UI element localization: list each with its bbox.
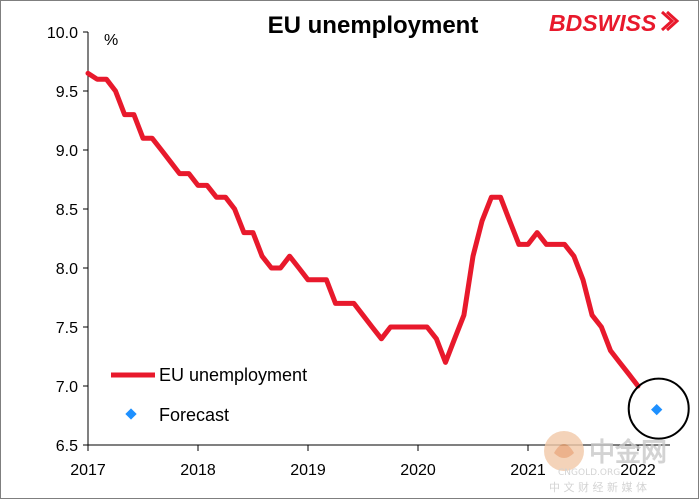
y-tick-label: 7.0 (56, 379, 78, 396)
x-axis-ticks: 2017 2018 2019 2020 2021 2022 (70, 445, 656, 479)
y-tick-label: 8.5 (56, 202, 78, 219)
y-axis-unit-label: % (104, 32, 118, 49)
y-tick-label: 9.0 (56, 143, 78, 160)
x-tick-label: 2019 (290, 462, 326, 479)
x-tick-label: 2017 (70, 462, 106, 479)
x-tick-label: 2022 (620, 462, 656, 479)
forecast-point-marker (651, 403, 663, 416)
brand-logo-text: BDSWISS (549, 10, 657, 36)
legend-swatch-forecast (125, 408, 137, 420)
watermark: 中金网 CNGOLD.ORG 中 文 财 经 新 媒 体 (544, 431, 667, 494)
watermark-name: 中金网 (589, 437, 667, 468)
y-tick-label: 10.0 (47, 25, 78, 42)
x-tick-label: 2020 (400, 462, 436, 479)
chart-title: EU unemployment (268, 12, 479, 39)
legend-label-forecast: Forecast (159, 405, 229, 425)
y-axis-ticks: 10.0 9.5 9.0 8.5 8.0 7.5 7.0 6.5 (47, 25, 88, 455)
brand-chevron-icon (660, 10, 680, 32)
series-line-eu-unemployment (85, 70, 641, 389)
brand-logo: BDSWISS (549, 10, 680, 36)
legend: EU unemployment Forecast (111, 365, 307, 425)
y-tick-label: 8.0 (56, 261, 78, 278)
y-tick-label: 6.5 (56, 438, 78, 455)
x-tick-label: 2018 (180, 462, 216, 479)
watermark-swirl-icon (554, 444, 574, 458)
legend-label-eu-unemployment: EU unemployment (159, 365, 307, 385)
x-tick-label: 2021 (510, 462, 546, 479)
watermark-domain: CNGOLD.ORG (558, 468, 620, 478)
y-tick-label: 9.5 (56, 84, 78, 101)
forecast-highlight-circle (627, 377, 690, 440)
watermark-subtitle: 中 文 财 经 新 媒 体 (549, 480, 647, 494)
y-tick-label: 7.5 (56, 320, 78, 337)
